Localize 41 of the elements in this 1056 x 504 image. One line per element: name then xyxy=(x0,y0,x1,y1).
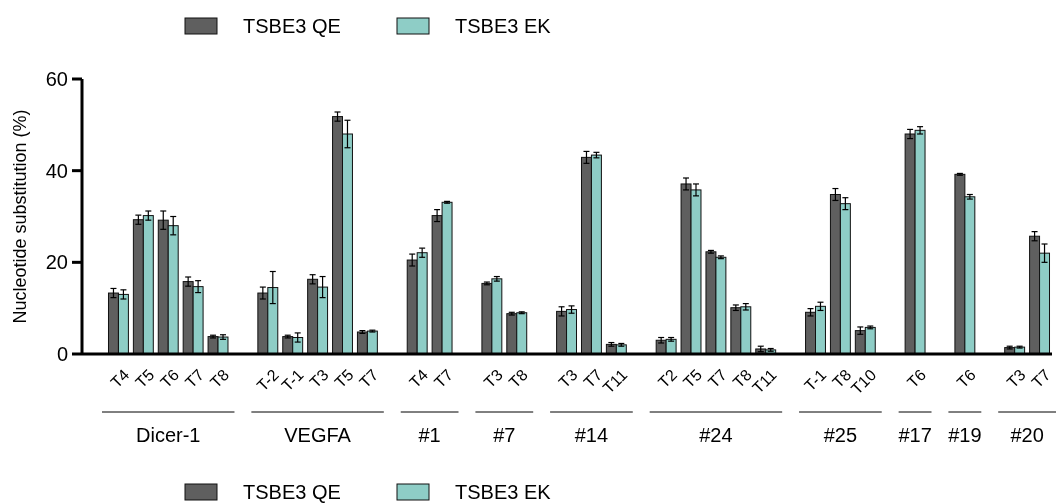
y-tick-label: 60 xyxy=(45,68,68,90)
text: #19 xyxy=(948,424,982,446)
x-tick-label: T7 xyxy=(1028,365,1054,392)
text: TSBE3 QE xyxy=(243,481,341,503)
x-tick-label: T6 xyxy=(903,365,930,392)
y-tick-label: 0 xyxy=(56,343,68,365)
x-tick-label: T7 xyxy=(356,365,382,392)
x-tick-label: T3 xyxy=(1003,365,1029,392)
x-tick-label: T2 xyxy=(654,365,681,392)
x-tick-label: T5 xyxy=(679,365,706,392)
text: VEGFA xyxy=(284,424,352,446)
text: #1 xyxy=(418,424,441,446)
legend-label: TSBE3 EK xyxy=(455,15,552,37)
x-tick-label: T5 xyxy=(331,365,357,392)
x-tick-label: T6 xyxy=(157,365,183,392)
x-tick-label: T4 xyxy=(406,365,432,392)
x-tick-label: T4 xyxy=(107,365,133,392)
x-tick-label: T-1 xyxy=(801,365,830,395)
x-tick-label: T3 xyxy=(480,365,506,392)
text: #14 xyxy=(574,424,609,446)
x-tick-label: T8 xyxy=(206,365,233,392)
y-tick-label: 40 xyxy=(45,159,68,182)
x-tick-label: T7 xyxy=(181,365,208,392)
text: Dicer-1 xyxy=(136,424,201,446)
x-tick-label: T3 xyxy=(306,365,332,392)
text: #17 xyxy=(898,424,932,446)
text: #7 xyxy=(493,424,516,446)
x-tick-label: T7 xyxy=(704,365,731,392)
x-tick-label: T8 xyxy=(505,365,531,392)
x-tick-label: T6 xyxy=(953,365,979,392)
x-tick-label: T3 xyxy=(555,365,581,392)
x-tick-label: T5 xyxy=(132,365,158,392)
text: #25 xyxy=(823,424,858,446)
y-tick-label: 20 xyxy=(45,251,68,274)
x-tick-label: T11 xyxy=(599,365,631,397)
y-axis-title: Nucleotide substitution (%) xyxy=(10,109,30,324)
text: #24 xyxy=(699,424,733,446)
text: #20 xyxy=(1010,424,1044,446)
x-tick-label: T7 xyxy=(430,365,457,392)
legend-label: TSBE3 QE xyxy=(243,15,341,37)
text: TSBE3 EK xyxy=(455,481,551,503)
